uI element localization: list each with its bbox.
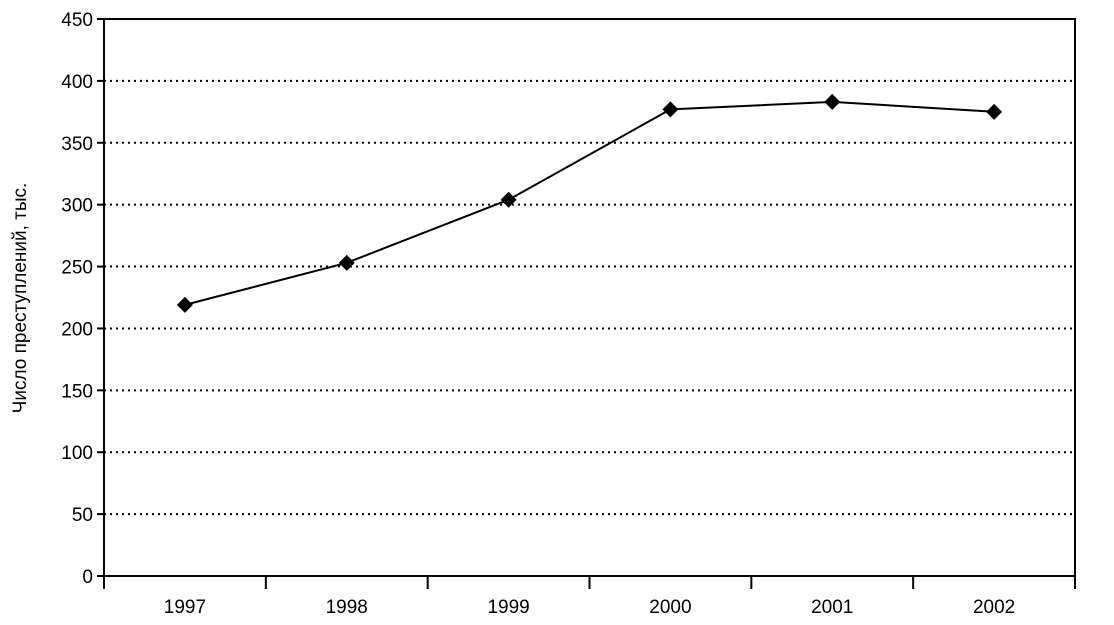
x-tick-label: 2001 [811,597,853,618]
data-point-2001 [824,93,841,110]
y-tick-label: 450 [61,10,93,31]
y-tick-label: 250 [61,258,93,279]
x-tick-label: 2000 [649,597,691,618]
x-tick-label: 1999 [487,597,529,618]
gridlines [104,79,1075,516]
data-point-2002 [986,103,1003,120]
x-axis-ticks: 1997 1998 1999 2000 2001 2002 [103,576,1076,618]
data-point-1999 [500,191,517,208]
y-tick-label: 400 [61,72,93,93]
x-tick-label: 1998 [326,597,368,618]
data-point-2000 [662,101,679,118]
series-line [184,100,995,306]
y-tick-label: 0 [82,567,93,588]
y-axis-title: Число преступлений, тыс. [10,183,31,414]
y-tick-label: 300 [61,196,93,217]
y-tick-label: 100 [61,443,93,464]
data-point-1997 [176,296,193,313]
x-tick-label: 2002 [973,597,1015,618]
y-tick-label: 350 [61,134,93,155]
data-point-1998 [338,254,355,271]
y-tick-label: 150 [61,381,93,402]
y-axis-ticks: 0 50 100 150 200 250 300 350 400 450 [61,10,104,588]
y-tick-label: 50 [72,505,93,526]
data-points [176,93,1003,313]
plot-frame [103,18,1076,577]
x-tick-label: 1997 [164,597,206,618]
y-tick-label: 200 [61,319,93,340]
